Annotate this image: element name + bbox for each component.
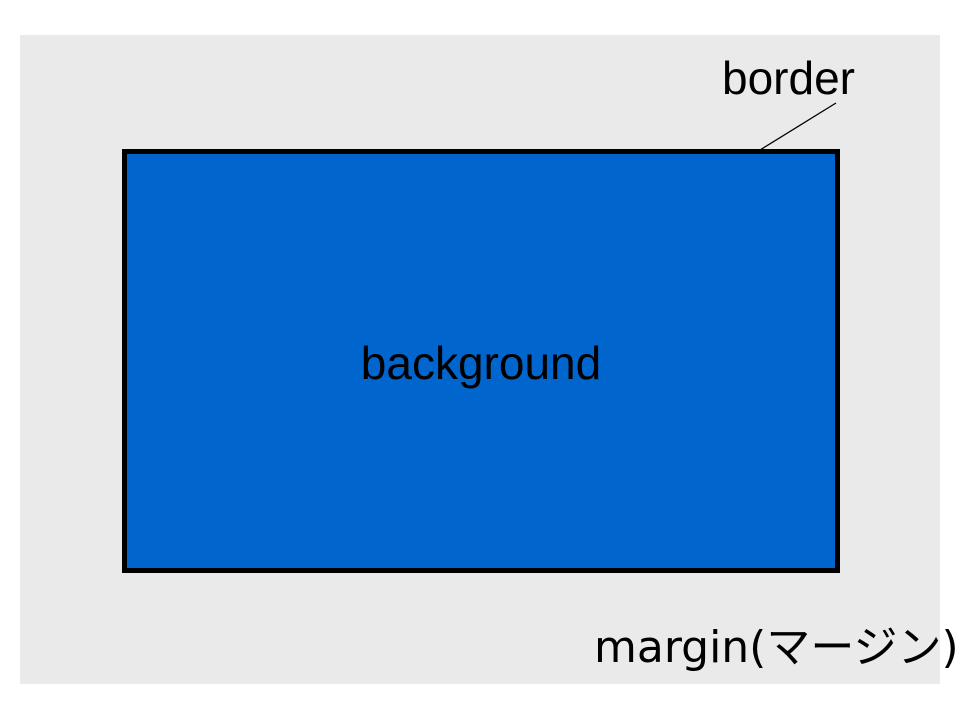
content-box: background	[122, 149, 840, 573]
margin-label: margin(マージン)	[594, 622, 959, 673]
border-label: border	[722, 52, 855, 104]
background-label: background	[360, 337, 602, 389]
